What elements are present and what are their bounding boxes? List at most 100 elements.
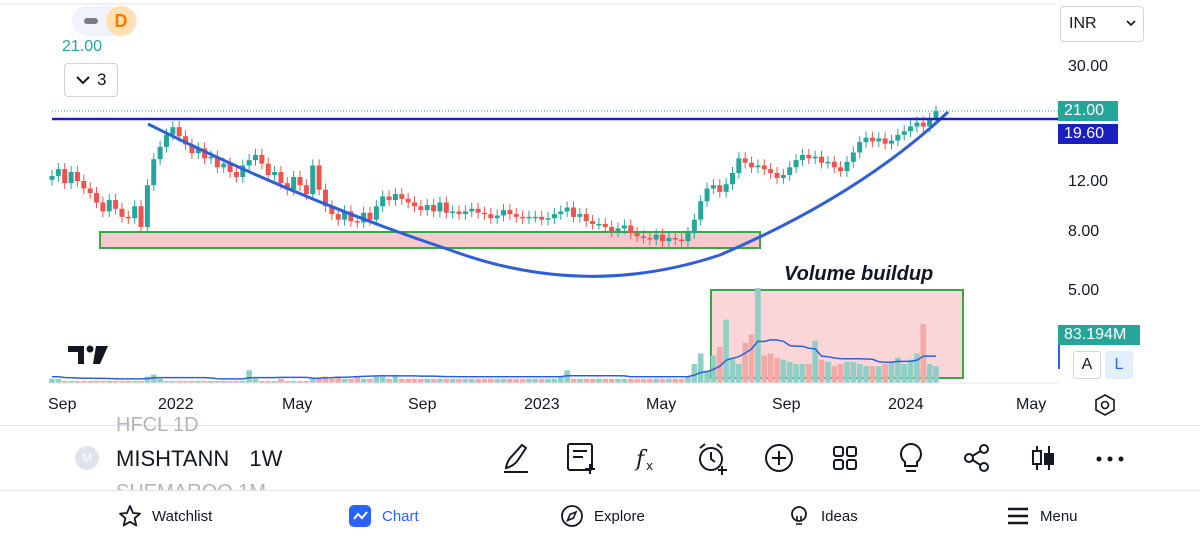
tab-explore[interactable]: Explore (560, 503, 645, 529)
alarm-icon (699, 443, 727, 475)
candle (799, 154, 805, 161)
symbol-prev[interactable]: HFCL 1D (116, 414, 199, 436)
candle (660, 234, 666, 242)
compare-button[interactable] (761, 440, 797, 476)
candle (335, 214, 341, 220)
tab-chart[interactable]: Chart (348, 503, 419, 529)
tab-menu[interactable]: Menu (1006, 503, 1078, 529)
chevron-down-icon (1125, 13, 1137, 38)
ideas-tool-button[interactable] (893, 440, 929, 476)
tab-ideas[interactable]: Ideas (787, 503, 858, 529)
volume-bar (901, 364, 908, 383)
auto-scale-button[interactable]: A (1073, 351, 1101, 379)
share-icon (964, 444, 989, 472)
log-scale-button[interactable]: L (1105, 351, 1133, 379)
candle (590, 221, 596, 224)
candle (284, 183, 290, 190)
candle (106, 200, 112, 212)
candle (679, 239, 685, 242)
candle (647, 237, 653, 240)
axis-marker (1058, 345, 1060, 369)
layouts-button[interactable] (827, 440, 863, 476)
candles (49, 105, 939, 247)
volume-bar (869, 366, 876, 383)
volume-bar (570, 378, 577, 383)
candle (367, 212, 373, 220)
volume-bar (513, 378, 520, 383)
volume-bar (233, 380, 240, 383)
volume-bar (729, 357, 736, 383)
candle (819, 156, 825, 163)
share-button[interactable] (959, 440, 995, 476)
volume-bar (449, 378, 456, 383)
volume-bar (526, 378, 532, 383)
candle (62, 169, 68, 184)
volume-bar (418, 378, 424, 383)
volume-bar (653, 378, 659, 383)
price-axis-label: 12.00 (1068, 173, 1109, 190)
candle (634, 233, 640, 237)
volume-bar (659, 378, 666, 383)
symbol-timeframe: 1W (249, 446, 283, 471)
more-button[interactable] (1092, 440, 1128, 476)
candle (399, 194, 405, 199)
volume-bar (475, 378, 481, 383)
drawing-tools-button[interactable] (498, 440, 534, 476)
chart-type-button[interactable] (1025, 440, 1061, 476)
chart-area[interactable]: Volume buildup D 21.00 3 INR 30.00 12.00… (0, 0, 1200, 425)
volume-bar (933, 366, 939, 383)
volume-bar (316, 378, 322, 383)
volume-bar (182, 380, 189, 383)
candle (469, 208, 475, 212)
volume-bar (627, 378, 634, 383)
volume-bar (379, 376, 386, 383)
volume-bar (239, 380, 246, 383)
price-chart[interactable]: Volume buildup (0, 0, 1200, 425)
candle (297, 176, 303, 186)
symbol-current[interactable]: MISHTANN 1W (116, 446, 282, 472)
candle (520, 216, 526, 219)
candle (768, 169, 774, 174)
candle (577, 214, 583, 217)
indicators-collapse-button[interactable]: 3 (64, 63, 118, 97)
volume-bar (895, 357, 901, 383)
volume-bar (926, 364, 933, 383)
notes-button[interactable] (563, 440, 599, 476)
tab-watchlist[interactable]: Watchlist (118, 503, 212, 529)
candle (291, 176, 297, 190)
candle (354, 221, 360, 223)
candle (653, 234, 659, 240)
symbol-next[interactable]: SHEMAROO 1M (116, 481, 266, 491)
volume-bar (831, 366, 838, 383)
volume-bar (468, 378, 475, 383)
candle (736, 158, 742, 174)
currency-select[interactable]: INR (1060, 6, 1144, 42)
collapse-count: 3 (97, 70, 107, 89)
add-note-icon (567, 443, 595, 474)
candle (100, 202, 106, 212)
candle (170, 127, 176, 135)
candle (125, 216, 131, 219)
time-axis-label: May (1016, 396, 1047, 413)
volume-bar (583, 378, 590, 383)
volume-bar (875, 366, 882, 383)
candle (265, 163, 271, 175)
volume-bar (144, 376, 151, 383)
candle (628, 225, 634, 234)
volume-bar (341, 378, 348, 383)
add-alert-button[interactable] (694, 440, 730, 476)
volume-bar (761, 355, 768, 383)
volume-bar (430, 378, 437, 383)
interval-badge[interactable]: D (106, 6, 136, 36)
time-axis-label: 2023 (524, 396, 560, 413)
chart-settings-icon[interactable] (1094, 394, 1116, 421)
lightbulb-icon (791, 506, 807, 525)
candle (163, 134, 169, 147)
volume-bar (322, 376, 329, 383)
grid-icon (833, 446, 857, 470)
volume-bar (844, 361, 850, 383)
candle (729, 173, 735, 185)
candle (933, 111, 939, 119)
candle (831, 161, 837, 168)
